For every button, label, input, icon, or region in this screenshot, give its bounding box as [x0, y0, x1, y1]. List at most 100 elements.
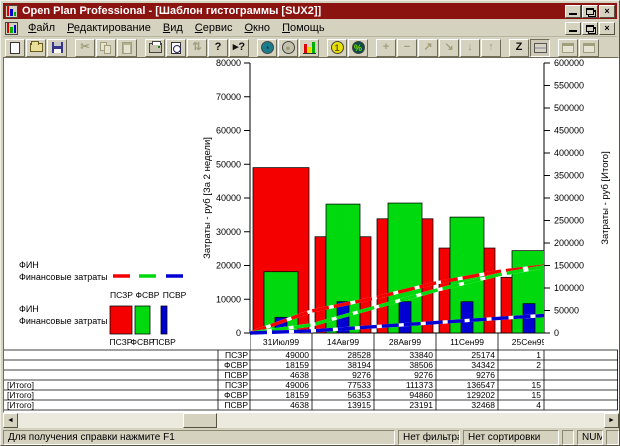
table-series-label: ПСВР	[224, 370, 248, 380]
menu-item-0[interactable]: Файл	[28, 22, 56, 34]
up-arrow-icon: ↑	[488, 41, 494, 53]
toolbar-separator	[68, 39, 75, 57]
window-restore-icon	[583, 42, 595, 53]
table-value-cell: 23191	[409, 400, 433, 410]
zoom-button[interactable]: Z	[509, 38, 529, 57]
legend-line-label: ПСЗР	[110, 290, 133, 300]
sort-button: ⇅	[187, 38, 207, 57]
table-value-cell: 49000	[285, 350, 309, 360]
open-file-button[interactable]	[26, 38, 46, 57]
table-series-label: ПСВР	[224, 400, 248, 410]
printer-icon	[148, 40, 162, 53]
table-value-cell: 38194	[347, 360, 371, 370]
left-axis-tick-label: 20000	[216, 261, 241, 271]
menu-item-4[interactable]: Окно	[244, 22, 271, 34]
move-down-button: ↓	[460, 38, 480, 57]
status-message: Для получения справки нажмите F1	[3, 429, 395, 445]
date-label: 14Авг99	[327, 337, 359, 347]
close-button[interactable]: ×	[599, 4, 615, 18]
bar-ПСВР-11Сен99	[460, 301, 474, 334]
plus-icon: +	[382, 41, 390, 53]
legend-title: ФИН	[19, 260, 39, 270]
toolbar: ✂ ⇅? ▸? ◔ ● 1% + − ↗ ↘ ↓ ↑ Z	[3, 38, 617, 57]
down-arrow-icon: ↓	[467, 41, 473, 53]
plot-area	[250, 167, 544, 335]
print-preview-icon	[171, 41, 181, 54]
cumulative-line-ФСВР	[250, 264, 544, 335]
restore-button[interactable]	[582, 4, 598, 18]
histogram-chart: 0 10000 20000 30000 40000 50000 60000 70000 8000…	[4, 58, 618, 411]
cumulative-line-ПСВР	[250, 313, 544, 335]
date-label: 25Сен99	[512, 337, 547, 347]
table-value-cell: 28528	[347, 350, 371, 360]
menu-item-5[interactable]: Помощь	[282, 22, 325, 34]
save-button[interactable]	[47, 38, 67, 57]
toolbar-separator	[502, 39, 509, 57]
table-value-cell: 129202	[467, 390, 496, 400]
scroll-right-button[interactable]: ►	[604, 413, 619, 428]
menu-item-2[interactable]: Вид	[162, 22, 183, 34]
menu-item-3[interactable]: Сервис	[194, 22, 233, 34]
context-help-button[interactable]: ▸?	[229, 38, 249, 57]
spreadsheet-view-button[interactable]	[530, 38, 550, 57]
table-value-cell: 56353	[347, 390, 371, 400]
scrollbar-thumb[interactable]	[183, 413, 217, 428]
right-axis-tick-label: 200000	[554, 238, 584, 248]
time-analysis-button[interactable]: ◔	[257, 38, 277, 57]
menu-item-1[interactable]: Редактирование	[67, 22, 151, 34]
question-mark-icon: ?	[214, 41, 222, 53]
date-row: 31Июл99 14Авг99 28Авг99 11Сен99 25Сен99	[250, 333, 547, 350]
table-series-label: ФСВР	[224, 360, 248, 370]
table-value-cell: 49006	[285, 380, 309, 390]
table-value-cell: 32468	[471, 400, 495, 410]
new-file-button[interactable]	[5, 38, 25, 57]
scrollbar-track[interactable]	[18, 413, 604, 428]
table-value-cell: 34342	[471, 360, 495, 370]
horizontal-scrollbar[interactable]: ◄ ►	[3, 413, 619, 428]
app-logo-icon	[5, 4, 18, 18]
right-axis-tick-label: 250000	[554, 216, 584, 226]
table-value-cell: 33840	[409, 350, 433, 360]
toolbar-separator	[551, 39, 558, 57]
print-button[interactable]	[145, 38, 165, 57]
left-axis-tick-label: 70000	[216, 92, 241, 102]
percent-complete-button[interactable]: %	[348, 38, 368, 57]
cost-unit-button[interactable]: 1	[327, 38, 347, 57]
link-arrow-icon: ↗	[423, 41, 433, 53]
document-chart-icon[interactable]	[5, 21, 18, 35]
scroll-left-button[interactable]: ◄	[3, 413, 18, 428]
status-keyboard: NUM	[577, 429, 603, 445]
table-value-cell: 25174	[471, 350, 495, 360]
unlink-button: ↘	[439, 38, 459, 57]
toolbar-separator	[320, 39, 327, 57]
legend-bar-swatch-ПСЗР	[109, 305, 133, 335]
right-axis-tick-label: 300000	[554, 193, 584, 203]
right-axis-tick-label: 350000	[554, 171, 584, 181]
cost-histogram-button[interactable]	[299, 38, 319, 57]
doc-restore-button[interactable]	[582, 21, 598, 35]
left-axis-title: Затраты - руб [За 2 недели]	[202, 137, 213, 259]
doc-minimize-button[interactable]	[565, 21, 581, 35]
right-axis-tick-label: 500000	[554, 103, 584, 113]
legend-line-label: ПСВР	[163, 290, 187, 300]
toolbar-separator	[250, 39, 257, 57]
table-value-cell: 4	[536, 400, 541, 410]
toolbar-separator	[138, 39, 145, 57]
scissors-icon: ✂	[80, 41, 90, 53]
table-value-cell: 94860	[409, 390, 433, 400]
help-button[interactable]: ?	[208, 38, 228, 57]
up-down-arrows-icon: ⇅	[192, 41, 202, 53]
table-series-label: ПСЗР	[225, 380, 248, 390]
legend-subtitle: Финансовые затраты	[19, 272, 108, 282]
status-empty-2	[606, 429, 619, 445]
menu-bar: Файл Редактирование Вид Сервис Окно Помощь ×	[3, 20, 617, 37]
remove-button: −	[397, 38, 417, 57]
table-value-cell: 1	[536, 350, 541, 360]
doc-close-button[interactable]: ×	[599, 21, 615, 35]
print-preview-button[interactable]	[166, 38, 186, 57]
move-up-button: ↑	[481, 38, 501, 57]
minimize-button[interactable]	[565, 4, 581, 18]
link-button: ↗	[418, 38, 438, 57]
status-sort: Нет сортировки	[463, 429, 559, 445]
resource-analysis-button: ●	[278, 38, 298, 57]
